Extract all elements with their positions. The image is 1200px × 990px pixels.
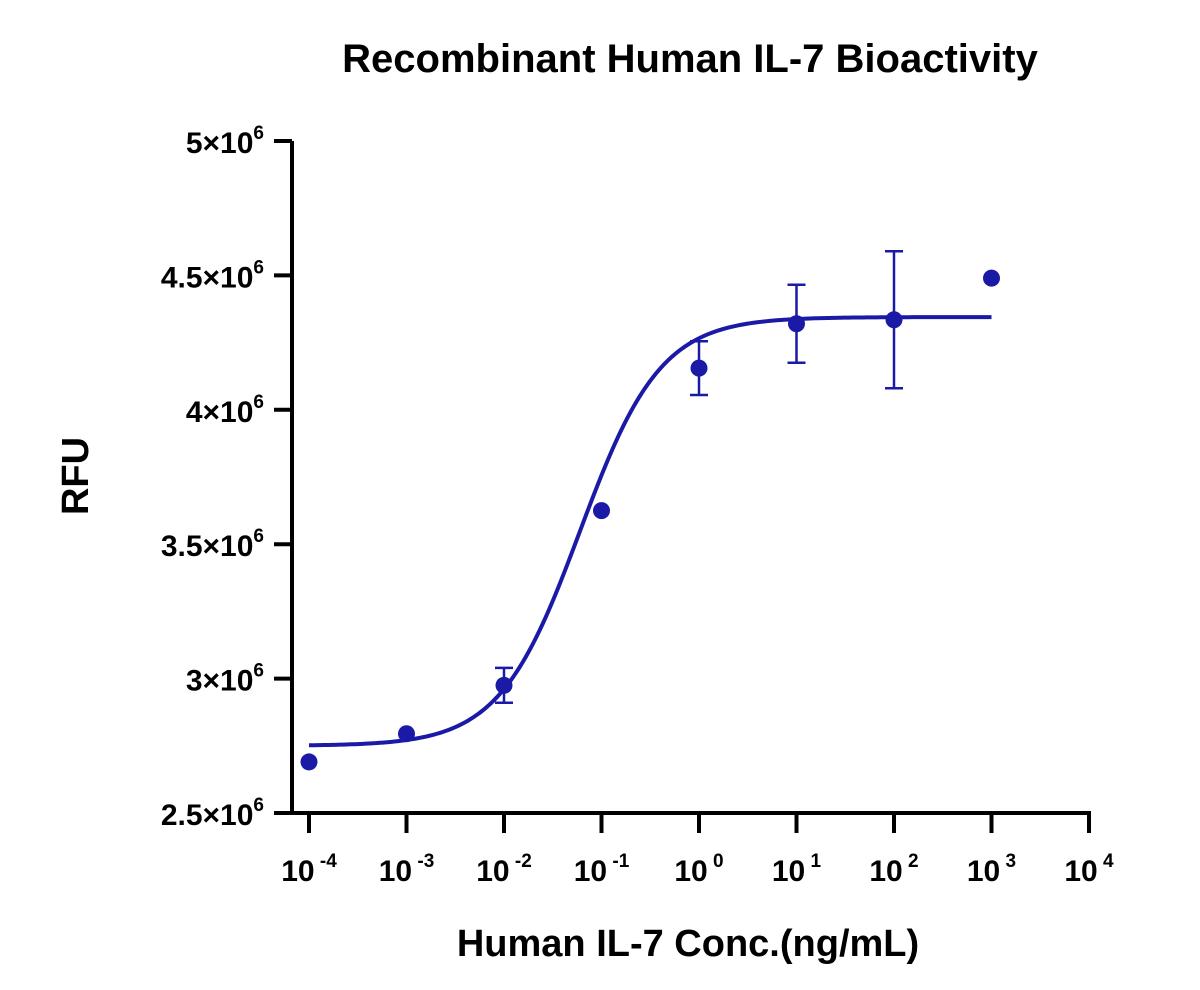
x-axis-label: Human IL-7 Conc.(ng/mL) — [457, 923, 919, 965]
axes — [290, 141, 1091, 815]
data-point — [885, 311, 903, 329]
data-point — [495, 676, 513, 694]
fit-curve-layer — [308, 315, 992, 748]
x-ticks: 10 -4 10 -3 10 -2 10 -1 10 0 10 1 10 2 10 3 10 4 — [281, 813, 1114, 888]
x-tick-label: 10 -3 — [379, 851, 435, 888]
data-point — [593, 502, 610, 520]
fit-curve — [308, 315, 992, 748]
x-tick-label: 10 -4 — [281, 851, 337, 888]
x-tick-label: 10 0 — [674, 851, 723, 888]
y-tick-label: 2.5×106 — [161, 795, 264, 832]
x-tick-label: 10 -2 — [476, 851, 532, 888]
y-tick-label: 4.5×106 — [161, 257, 264, 294]
y-axis-label: RFU — [55, 437, 97, 515]
x-tick-label: 10 4 — [1064, 851, 1114, 888]
y-tick-label: 4×106 — [186, 392, 264, 429]
x-tick-label: 10 -1 — [574, 851, 630, 888]
data-point — [300, 753, 318, 771]
x-tick-label: 10 2 — [869, 851, 918, 888]
data-point-layer — [300, 269, 1000, 771]
x-tick-label: 10 3 — [967, 851, 1016, 888]
data-point — [983, 269, 1000, 287]
y-tick-label: 3×106 — [186, 661, 264, 698]
chart-title: Recombinant Human IL-7 Bioactivity — [342, 37, 1038, 81]
y-tick-label: 5×106 — [186, 123, 264, 160]
x-tick-label: 10 1 — [772, 851, 822, 888]
y-ticks: 2.5×106 3×106 3.5×106 4×106 4.5×106 5×106 — [161, 123, 292, 832]
data-point — [690, 359, 708, 377]
y-tick-label: 3.5×106 — [161, 526, 264, 563]
data-point — [398, 725, 415, 743]
data-point — [788, 315, 805, 333]
